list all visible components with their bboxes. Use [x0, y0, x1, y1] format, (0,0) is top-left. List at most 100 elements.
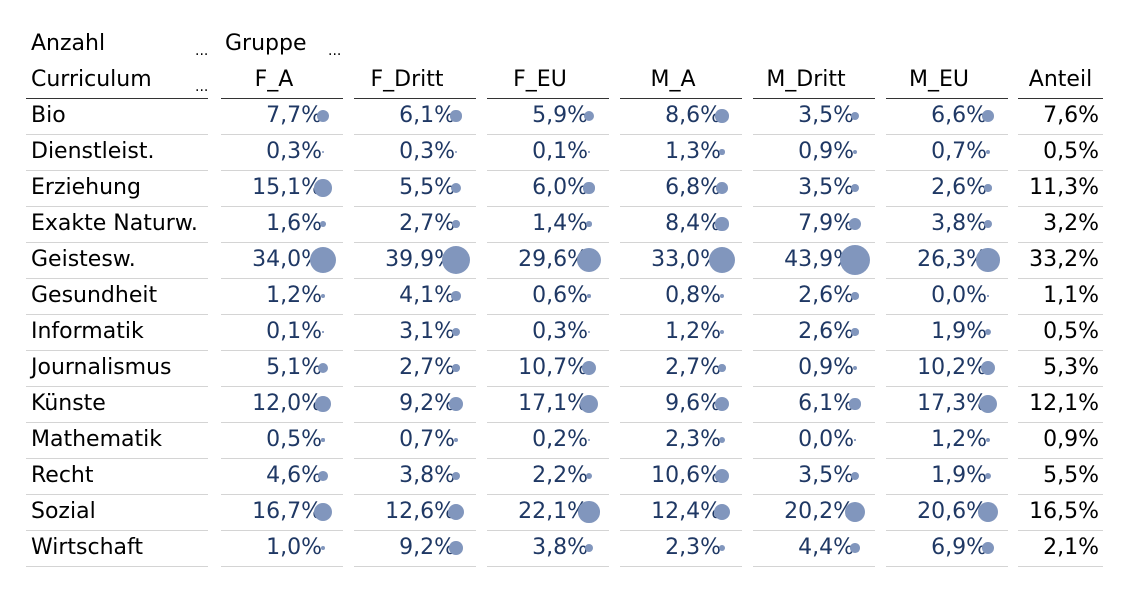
- value-cell[interactable]: 3,5%: [798, 175, 854, 200]
- value-cell[interactable]: 8,6%: [665, 103, 721, 128]
- share-cell[interactable]: 33,2%: [1029, 247, 1099, 272]
- value-cell[interactable]: 22,1%: [518, 499, 588, 524]
- column-header-f-eu[interactable]: F_EU: [513, 67, 567, 92]
- value-cell[interactable]: 15,1%: [252, 175, 322, 200]
- row-label-sozial[interactable]: Sozial: [31, 499, 96, 524]
- share-cell[interactable]: 5,3%: [1043, 355, 1099, 380]
- share-cell[interactable]: 0,5%: [1043, 319, 1099, 344]
- value-cell[interactable]: 0,0%: [798, 427, 854, 452]
- value-cell[interactable]: 0,1%: [532, 139, 588, 164]
- value-cell[interactable]: 1,3%: [665, 139, 721, 164]
- value-cell[interactable]: 1,2%: [266, 283, 322, 308]
- value-cell[interactable]: 0,0%: [931, 283, 987, 308]
- row-label-mathematik[interactable]: Mathematik: [31, 427, 162, 452]
- share-cell[interactable]: 5,5%: [1043, 463, 1099, 488]
- column-header-m-a[interactable]: M_A: [650, 67, 696, 92]
- value-cell[interactable]: 0,3%: [532, 319, 588, 344]
- value-cell[interactable]: 5,1%: [266, 355, 322, 380]
- value-cell[interactable]: 12,6%: [385, 499, 455, 524]
- value-cell[interactable]: 1,0%: [266, 535, 322, 560]
- value-cell[interactable]: 29,6%: [518, 247, 588, 272]
- value-cell[interactable]: 0,3%: [266, 139, 322, 164]
- value-cell[interactable]: 9,2%: [399, 535, 455, 560]
- row-label-informatik[interactable]: Informatik: [31, 319, 144, 344]
- group-header-ellipsis[interactable]: ...: [328, 43, 342, 59]
- share-cell[interactable]: 1,1%: [1043, 283, 1099, 308]
- value-cell[interactable]: 1,6%: [266, 211, 322, 236]
- row-label-journalismus[interactable]: Journalismus: [31, 355, 172, 380]
- value-cell[interactable]: 1,2%: [931, 427, 987, 452]
- value-cell[interactable]: 10,2%: [917, 355, 987, 380]
- share-cell[interactable]: 0,9%: [1043, 427, 1099, 452]
- row-label-exakte-naturw[interactable]: Exakte Naturw.: [31, 211, 198, 236]
- value-cell[interactable]: 34,0%: [252, 247, 322, 272]
- share-cell[interactable]: 12,1%: [1029, 391, 1099, 416]
- value-cell[interactable]: 12,0%: [252, 391, 322, 416]
- value-cell[interactable]: 3,5%: [798, 103, 854, 128]
- value-cell[interactable]: 7,7%: [266, 103, 322, 128]
- value-cell[interactable]: 0,9%: [798, 355, 854, 380]
- measure-header-ellipsis[interactable]: ...: [195, 43, 209, 59]
- value-cell[interactable]: 2,6%: [798, 319, 854, 344]
- value-cell[interactable]: 33,0%: [651, 247, 721, 272]
- column-header-f-dritt[interactable]: F_Dritt: [370, 67, 444, 92]
- value-cell[interactable]: 6,0%: [532, 175, 588, 200]
- value-cell[interactable]: 4,4%: [798, 535, 854, 560]
- value-cell[interactable]: 3,8%: [931, 211, 987, 236]
- value-cell[interactable]: 17,3%: [917, 391, 987, 416]
- value-cell[interactable]: 0,8%: [665, 283, 721, 308]
- value-cell[interactable]: 0,5%: [266, 427, 322, 452]
- value-cell[interactable]: 3,1%: [399, 319, 455, 344]
- value-cell[interactable]: 0,7%: [931, 139, 987, 164]
- value-cell[interactable]: 0,6%: [532, 283, 588, 308]
- value-cell[interactable]: 3,5%: [798, 463, 854, 488]
- value-cell[interactable]: 0,3%: [399, 139, 455, 164]
- share-cell[interactable]: 0,5%: [1043, 139, 1099, 164]
- column-header-f-a[interactable]: F_A: [254, 67, 294, 92]
- measure-header[interactable]: Anzahl: [31, 31, 106, 56]
- value-cell[interactable]: 2,6%: [931, 175, 987, 200]
- value-cell[interactable]: 2,7%: [399, 211, 455, 236]
- value-cell[interactable]: 6,1%: [798, 391, 854, 416]
- column-header-anteil[interactable]: Anteil: [1028, 67, 1093, 92]
- value-cell[interactable]: 16,7%: [252, 499, 322, 524]
- value-cell[interactable]: 6,9%: [931, 535, 987, 560]
- row-label-erziehung[interactable]: Erziehung: [31, 175, 141, 200]
- row-label-dienstleist[interactable]: Dienstleist.: [31, 139, 155, 164]
- value-cell[interactable]: 4,6%: [266, 463, 322, 488]
- row-label-recht[interactable]: Recht: [31, 463, 94, 488]
- value-cell[interactable]: 2,2%: [532, 463, 588, 488]
- value-cell[interactable]: 2,7%: [399, 355, 455, 380]
- column-header-m-dritt[interactable]: M_Dritt: [766, 67, 846, 92]
- value-cell[interactable]: 5,5%: [399, 175, 455, 200]
- value-cell[interactable]: 3,8%: [532, 535, 588, 560]
- value-cell[interactable]: 2,3%: [665, 427, 721, 452]
- row-label-künste[interactable]: Künste: [31, 391, 106, 416]
- value-cell[interactable]: 1,9%: [931, 319, 987, 344]
- value-cell[interactable]: 10,6%: [651, 463, 721, 488]
- value-cell[interactable]: 6,8%: [665, 175, 721, 200]
- share-cell[interactable]: 3,2%: [1043, 211, 1099, 236]
- value-cell[interactable]: 10,7%: [518, 355, 588, 380]
- curriculum-header-ellipsis[interactable]: ...: [195, 79, 209, 95]
- value-cell[interactable]: 20,2%: [784, 499, 854, 524]
- value-cell[interactable]: 1,4%: [532, 211, 588, 236]
- row-label-bio[interactable]: Bio: [31, 103, 66, 128]
- value-cell[interactable]: 20,6%: [917, 499, 987, 524]
- share-cell[interactable]: 2,1%: [1043, 535, 1099, 560]
- column-header-m-eu[interactable]: M_EU: [909, 67, 969, 92]
- value-cell[interactable]: 26,3%: [917, 247, 987, 272]
- row-label-wirtschaft[interactable]: Wirtschaft: [31, 535, 144, 560]
- value-cell[interactable]: 0,2%: [532, 427, 588, 452]
- group-dimension-header[interactable]: Gruppe: [225, 31, 307, 56]
- value-cell[interactable]: 8,4%: [665, 211, 721, 236]
- value-cell[interactable]: 1,9%: [931, 463, 987, 488]
- value-cell[interactable]: 6,1%: [399, 103, 455, 128]
- value-cell[interactable]: 2,7%: [665, 355, 721, 380]
- value-cell[interactable]: 6,6%: [931, 103, 987, 128]
- share-cell[interactable]: 7,6%: [1043, 103, 1099, 128]
- value-cell[interactable]: 2,3%: [665, 535, 721, 560]
- share-cell[interactable]: 16,5%: [1029, 499, 1099, 524]
- value-cell[interactable]: 12,4%: [651, 499, 721, 524]
- row-label-gesundheit[interactable]: Gesundheit: [31, 283, 158, 308]
